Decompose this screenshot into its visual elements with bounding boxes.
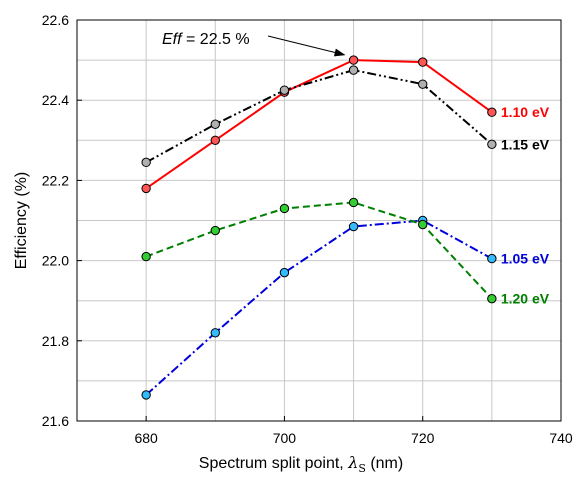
data-point (141, 183, 151, 194)
grid-lines (77, 20, 561, 421)
series-lines (145, 59, 493, 396)
y-axis-title: Efficiency (%) (13, 172, 30, 270)
x-tick-label: 680 (134, 430, 158, 446)
axis-ticks: 680 700 720 740 21.6 21.8 22.0 22.2 22.4 22.6 (42, 12, 573, 446)
y-tick-label: 22.4 (42, 92, 69, 108)
x-tick-label: 740 (549, 430, 573, 446)
data-point (141, 157, 151, 168)
data-point (210, 225, 220, 236)
annotation-arrowhead (333, 48, 346, 57)
series-line-3 (145, 201, 493, 300)
x-axis-title-symbol: λ (347, 453, 358, 472)
data-point (487, 293, 497, 304)
data-point (141, 251, 151, 262)
data-point (348, 55, 359, 65)
x-tick-label: 700 (273, 430, 297, 446)
y-tick-label: 22.0 (42, 253, 69, 269)
data-point (418, 57, 428, 67)
annotation-value: = 22.5 % (182, 31, 250, 48)
x-axis-title: Spectrum split point, λS (nm) (199, 453, 403, 475)
series-label: 1.15 eV (501, 136, 550, 152)
data-point (487, 139, 497, 150)
data-point (279, 203, 290, 214)
plot-frame (76, 19, 562, 422)
data-point (279, 267, 290, 278)
data-point (348, 65, 359, 75)
data-point (141, 390, 151, 400)
x-tick-label: 720 (411, 430, 435, 446)
x-axis-title-subscript: S (358, 462, 366, 475)
efficiency-annotation: Eff = 22.5 % (162, 31, 346, 57)
series-line-0 (145, 59, 493, 190)
data-point (279, 85, 290, 95)
series-labels: 1.10 eV 1.15 eV 1.05 eV 1.20 eV (501, 104, 550, 306)
data-point (348, 221, 359, 232)
annotation-text: Eff = 22.5 % (162, 31, 250, 48)
data-point (210, 119, 220, 129)
y-tick-label: 22.6 (42, 12, 69, 28)
annotation-italic: Eff (162, 31, 183, 48)
annotation-arrow (267, 35, 338, 54)
series-label: 1.10 eV (501, 104, 550, 120)
series-line-2 (145, 219, 493, 396)
data-point (418, 219, 428, 230)
data-point (487, 107, 497, 117)
y-tick-label: 21.6 (42, 413, 69, 429)
series-line-1 (145, 69, 493, 164)
data-point (348, 197, 359, 208)
series-markers (141, 55, 497, 400)
x-axis-title-main: Spectrum split point, (199, 455, 348, 472)
data-point (418, 79, 428, 89)
data-point (487, 253, 497, 264)
series-label: 1.20 eV (501, 291, 550, 307)
data-point (210, 328, 220, 338)
y-tick-label: 21.8 (42, 333, 69, 349)
x-axis-title-unit: (nm) (366, 455, 403, 472)
series-label: 1.05 eV (501, 251, 550, 267)
data-point (210, 135, 220, 146)
y-tick-label: 22.2 (42, 172, 69, 188)
